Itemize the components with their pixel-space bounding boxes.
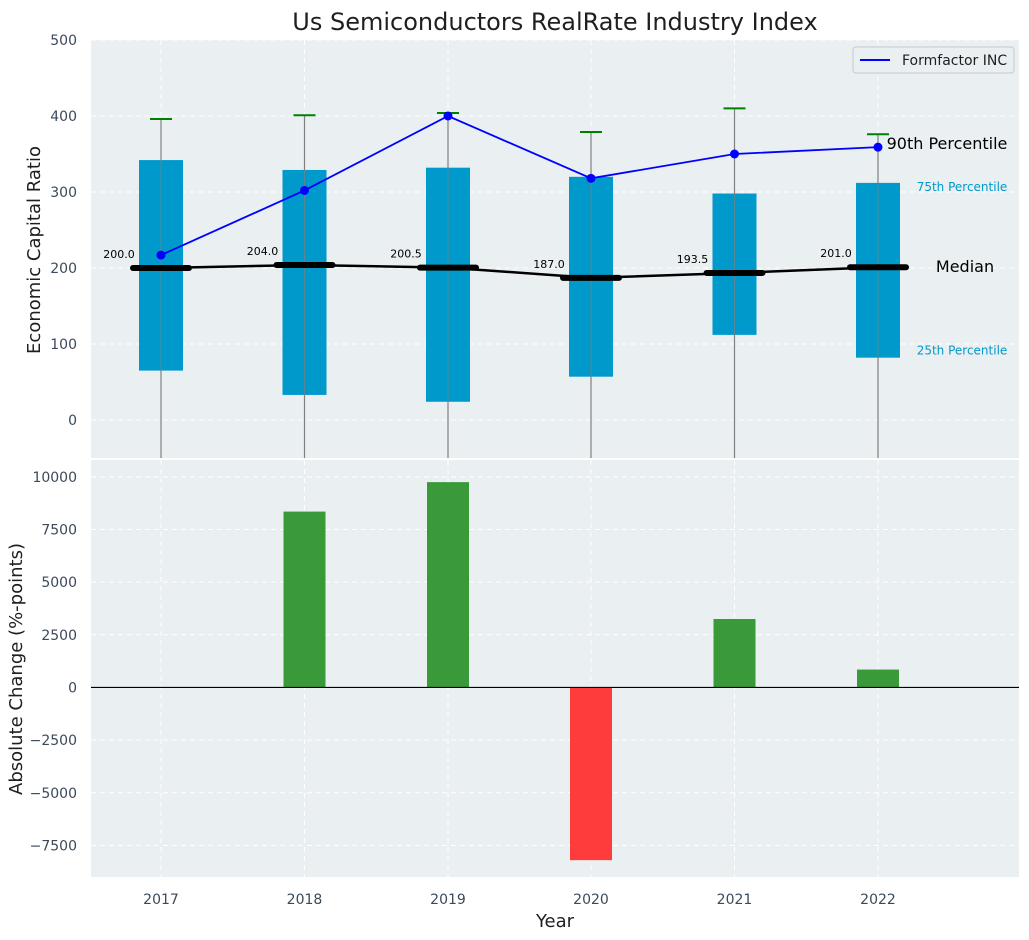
median-value-label: 200.0 — [103, 248, 135, 261]
median-value-label: 193.5 — [677, 253, 709, 266]
company-point — [873, 142, 883, 152]
change-bar-positive — [713, 619, 756, 688]
median-value-label: 201.0 — [820, 247, 852, 260]
change-bar-positive — [283, 511, 326, 688]
median-value-label: 200.5 — [390, 248, 422, 261]
bottom-y-tick-label: 7500 — [41, 523, 77, 539]
bottom-y-tick-label: 2500 — [41, 628, 77, 644]
change-bar-positive — [857, 669, 899, 688]
bottom-panel: −7500 −5000 −2500 0 2500 5000 7500 10000 2017 201… — [30, 460, 1019, 908]
top-y-tick-label: 400 — [50, 109, 77, 125]
bottom-y-tick-label: −5000 — [30, 786, 77, 802]
bottom-plot-area — [91, 460, 1019, 877]
annotation-75th-percentile: 75th Percentile — [917, 180, 1008, 194]
legend-label-formfactor: Formfactor INC — [902, 53, 1007, 69]
change-bar-positive — [427, 482, 469, 688]
top-panel: 0 100 200 300 400 500 200.0 204.0 200.5 187.0 193.… — [50, 33, 1019, 458]
change-bar-negative — [570, 687, 612, 861]
top-y-tick-label: 100 — [50, 337, 77, 353]
top-y-tick-label: 0 — [68, 413, 77, 429]
median-value-label: 187.0 — [533, 258, 565, 271]
annotation-median: Median — [936, 257, 994, 276]
x-tick-label: 2019 — [430, 892, 466, 908]
annotation-90th-percentile: 90th Percentile — [887, 134, 1008, 153]
annotation-25th-percentile: 25th Percentile — [917, 344, 1008, 358]
company-point — [300, 185, 309, 195]
legend: Formfactor INC — [852, 46, 1015, 74]
bottom-y-tick-label: −7500 — [30, 838, 77, 854]
x-tick-label: 2017 — [143, 892, 179, 908]
top-y-tick-label: 200 — [50, 261, 77, 277]
top-y-tick-label: 500 — [50, 33, 77, 49]
company-point — [730, 149, 739, 159]
bottom-y-tick-label: 5000 — [41, 575, 77, 591]
x-tick-label: 2021 — [717, 892, 753, 908]
bottom-y-tick-label: 0 — [68, 680, 77, 696]
median-value-label: 204.0 — [247, 245, 279, 258]
top-y-tick-label: 300 — [50, 185, 77, 201]
bottom-y-tick-label: −2500 — [30, 733, 77, 749]
company-point — [443, 111, 453, 121]
bottom-y-tick-label: 10000 — [32, 470, 77, 486]
company-point — [586, 173, 596, 183]
x-tick-label: 2022 — [860, 892, 896, 908]
chart-title: Us Semiconductors RealRate Industry Inde… — [292, 8, 817, 36]
company-line — [160, 115, 879, 256]
bottom-y-axis-label: Absolute Change (%-points) — [6, 543, 27, 795]
company-point — [156, 250, 166, 260]
x-tick-label: 2020 — [573, 892, 609, 908]
legend-box — [852, 46, 1015, 74]
x-axis-label: Year — [535, 911, 575, 932]
x-tick-label: 2018 — [287, 892, 323, 908]
top-y-axis-label: Economic Capital Ratio — [24, 146, 45, 354]
